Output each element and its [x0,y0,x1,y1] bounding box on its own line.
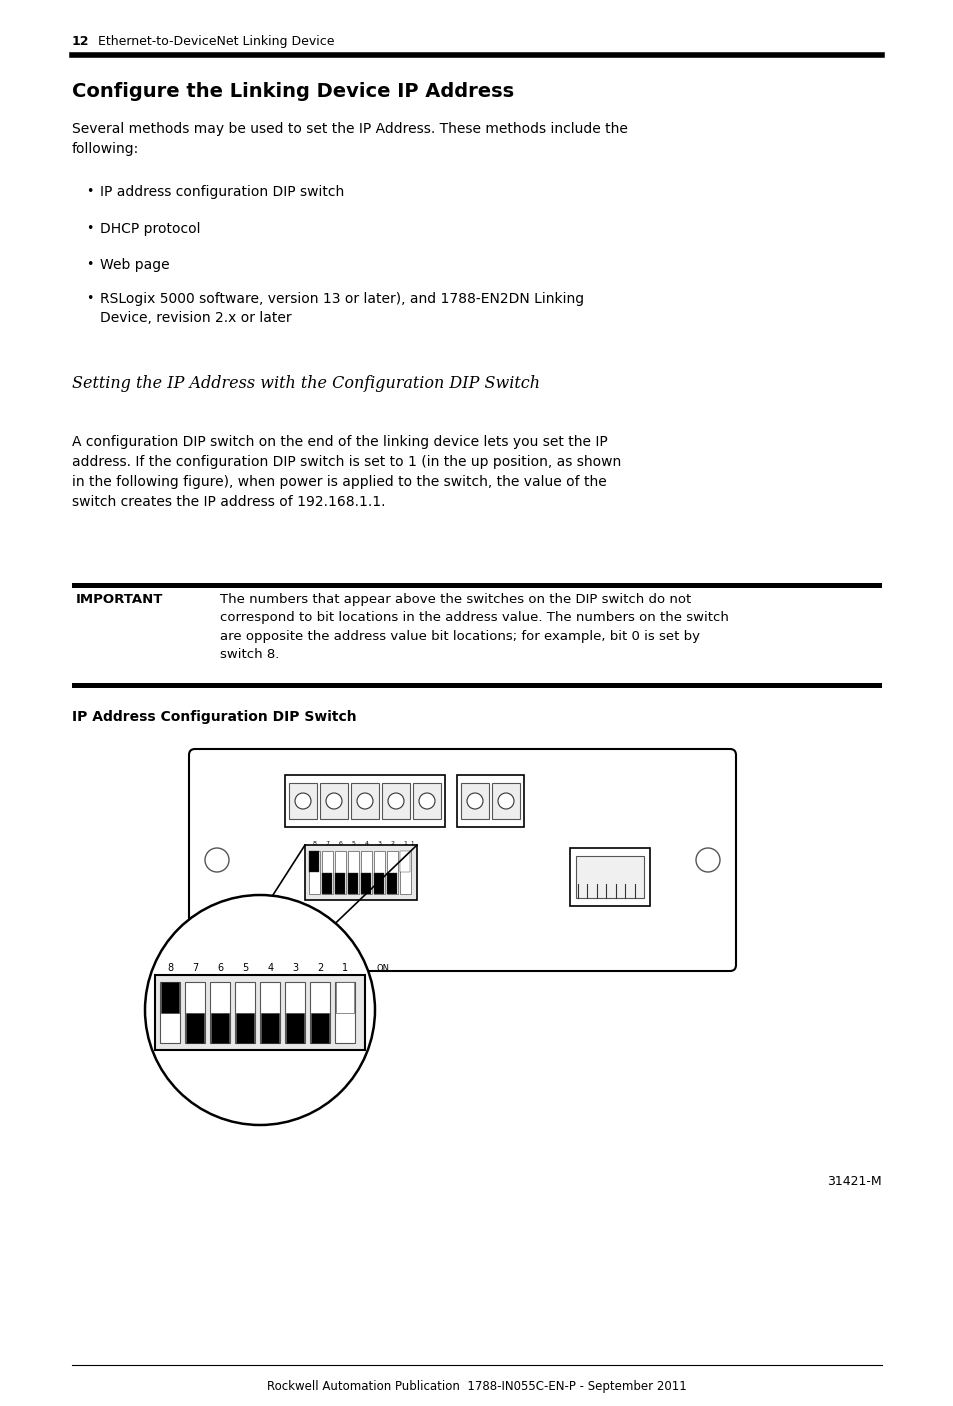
Circle shape [326,793,341,808]
Circle shape [467,793,482,808]
Text: IMPORTANT: IMPORTANT [76,593,163,606]
Bar [361,873,371,894]
Text: Ethernet-to-DeviceNet Linking Device: Ethernet-to-DeviceNet Linking Device [98,35,335,48]
Bar [322,851,333,894]
Bar [235,1012,254,1043]
Circle shape [497,793,514,808]
Text: 7: 7 [192,963,198,973]
Bar [387,851,397,894]
Bar [569,848,649,905]
Bar [211,1012,230,1043]
Bar [335,981,355,1043]
Text: 12: 12 [71,35,90,48]
Text: 1: 1 [342,963,348,973]
Text: 2: 2 [316,963,323,973]
Text: A configuration DIP switch on the end of the linking device lets you set the IP
: A configuration DIP switch on the end of… [71,434,620,509]
Circle shape [696,848,720,872]
Text: 8: 8 [312,841,316,846]
Text: 3: 3 [292,963,298,973]
Text: RSLogix 5000 software, version 13 or later), and 1788-EN2DN Linking
Device, revi: RSLogix 5000 software, version 13 or lat… [100,292,583,326]
Text: •: • [86,257,93,271]
Circle shape [205,848,229,872]
Bar [360,851,372,894]
Text: Configure the Linking Device IP Address: Configure the Linking Device IP Address [71,82,514,101]
Circle shape [294,793,311,808]
Bar [71,683,882,688]
Bar [285,981,305,1043]
Text: Setting the IP Address with the Configuration DIP Switch: Setting the IP Address with the Configur… [71,375,539,392]
Text: 1: 1 [410,841,414,846]
Text: IP Address Configuration DIP Switch: IP Address Configuration DIP Switch [71,710,356,724]
Bar [309,851,319,872]
Bar [186,1012,204,1043]
Bar [492,783,519,820]
Text: 5: 5 [351,841,355,846]
Bar [310,981,330,1043]
Circle shape [418,793,435,808]
Text: 4: 4 [364,841,368,846]
Text: •: • [86,292,93,305]
Bar [348,873,357,894]
Text: IP address configuration DIP switch: IP address configuration DIP switch [100,186,344,200]
Bar [374,851,384,894]
Text: •: • [86,186,93,198]
Bar [309,851,319,894]
Text: 4: 4 [267,963,273,973]
Bar [322,873,332,894]
Bar [234,981,255,1043]
Circle shape [145,896,375,1125]
Text: 7: 7 [325,841,329,846]
Bar [351,783,378,820]
FancyBboxPatch shape [189,749,735,972]
Bar [456,775,523,827]
Bar [311,1012,329,1043]
Bar [154,974,365,1050]
Text: 31421-M: 31421-M [826,1175,882,1188]
Bar [335,873,345,894]
Bar [286,1012,304,1043]
Bar [261,1012,279,1043]
Text: 5: 5 [242,963,248,973]
Bar [260,981,280,1043]
Text: 3: 3 [377,841,381,846]
Text: 8: 8 [167,963,173,973]
Bar [387,873,396,894]
Bar [400,851,410,872]
Text: DHCP protocol: DHCP protocol [100,222,200,236]
Text: Several methods may be used to set the IP Address. These methods include the
fol: Several methods may be used to set the I… [71,122,627,156]
Bar [381,783,410,820]
Circle shape [388,793,403,808]
Text: Rockwell Automation Publication  1788-IN055C-EN-P - September 2011: Rockwell Automation Publication 1788-IN0… [267,1381,686,1393]
Bar [375,873,384,894]
Text: •: • [86,222,93,235]
Bar [71,583,882,588]
Bar [185,981,205,1043]
Text: 2: 2 [390,841,394,846]
Bar [319,783,348,820]
Bar [161,981,179,1012]
Bar [305,845,416,900]
Text: The numbers that appear above the switches on the DIP switch do not
correspond t: The numbers that appear above the switch… [220,593,728,661]
Bar [413,783,440,820]
Text: ON: ON [376,965,390,973]
Bar [460,783,489,820]
Bar [285,775,444,827]
Bar [335,981,355,1012]
Bar [335,851,345,894]
Bar [289,783,316,820]
Bar [160,981,180,1043]
Text: 6: 6 [338,841,342,846]
Text: 6: 6 [217,963,223,973]
Text: 1: 1 [403,841,407,846]
Bar [399,851,410,894]
Circle shape [356,793,373,808]
Bar [348,851,358,894]
Bar [210,981,231,1043]
Bar [576,856,643,898]
Text: Web page: Web page [100,257,170,271]
